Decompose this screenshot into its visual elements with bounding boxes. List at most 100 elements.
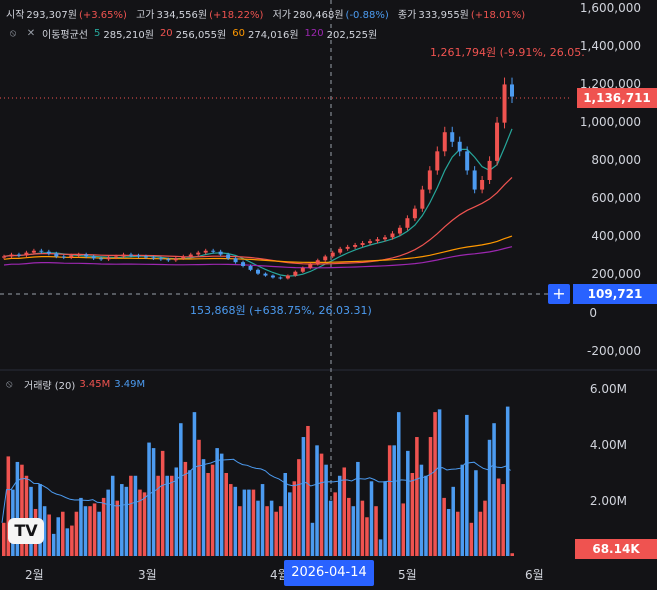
volume-bar	[251, 489, 256, 556]
volume-bar	[478, 511, 483, 556]
ma-legend: ⦸ ✕ 이동평균선 5 285,210원 20 256,055원 60 274,016…	[6, 26, 380, 42]
volume-bar	[496, 478, 501, 556]
x-axis-label: 6월	[525, 568, 544, 582]
candle-body	[315, 260, 320, 265]
volume-bar	[383, 481, 387, 556]
volume-bar	[92, 503, 97, 556]
candle-body	[442, 132, 447, 152]
volume-bar	[233, 486, 238, 556]
volume-bar	[47, 514, 51, 556]
volume-bar	[247, 489, 251, 556]
price-axis-label: 800,000	[591, 153, 641, 167]
volume-bar	[147, 442, 151, 556]
volume-axis-label: 2.00M	[589, 494, 627, 508]
candle-body	[24, 252, 29, 256]
volume-bar	[374, 506, 378, 556]
volume-bar	[474, 470, 478, 556]
candle-body	[203, 250, 208, 253]
price-axis-label: 0	[589, 306, 597, 320]
volume-bar	[88, 506, 92, 556]
candle-body	[39, 250, 44, 252]
candle-body	[383, 237, 387, 240]
candle-body	[233, 258, 238, 263]
close-icon[interactable]: ✕	[26, 27, 36, 39]
close-change: (+18.01%)	[470, 10, 526, 21]
volume-bar	[324, 464, 328, 556]
volume-bar	[396, 412, 401, 556]
volume-bar	[415, 437, 419, 556]
add-button[interactable]: +	[548, 284, 570, 304]
volume-bar	[124, 486, 129, 556]
candle-body	[46, 251, 51, 254]
candle-body	[397, 227, 402, 234]
volume-bar	[424, 475, 428, 556]
candle-body	[270, 275, 275, 278]
volume-bar	[156, 475, 160, 556]
volume-bar	[455, 511, 460, 556]
volume-bar	[6, 456, 11, 556]
volume-bar	[510, 553, 514, 556]
volume-bar	[165, 475, 169, 556]
volume-bar	[15, 461, 20, 556]
volume-bar	[160, 450, 165, 556]
volume-bar	[378, 539, 383, 556]
crosshair-price-tag: 109,721	[573, 284, 657, 304]
volume-bar	[301, 437, 306, 556]
candle-body	[420, 189, 425, 209]
volume-bar	[360, 500, 365, 556]
volume-bar	[24, 475, 29, 556]
volume-bar	[288, 492, 292, 556]
volume-ma-line	[1, 458, 511, 523]
volume-bar	[278, 506, 283, 556]
candle-body	[502, 84, 507, 123]
volume-bar	[115, 500, 120, 556]
eye-off-icon[interactable]: ⦸	[6, 379, 13, 390]
volume-bar	[174, 467, 179, 556]
candle-body	[480, 180, 485, 190]
volume-bar	[51, 533, 56, 556]
ma20-line	[3, 176, 513, 265]
volume-legend: ⦸ 거래량 (20) 3.45M 3.49M	[6, 377, 145, 392]
volume-bar	[224, 473, 228, 556]
candle-body	[412, 208, 417, 219]
volume-bar	[238, 506, 242, 556]
volume-bar	[337, 475, 342, 556]
volume-bar	[319, 453, 324, 556]
close-value: 333,955원	[418, 10, 469, 21]
ma60-value: 274,016원	[247, 30, 299, 41]
volume-bar	[315, 445, 319, 556]
volume-legend-name: 거래량 (20)	[24, 381, 76, 392]
candle-body	[226, 254, 231, 259]
candle-body	[308, 264, 313, 268]
candle-body	[278, 277, 283, 279]
high-label: 고가	[136, 10, 155, 21]
volume-bar	[61, 511, 65, 556]
volume-bar	[151, 448, 156, 556]
candle-body	[345, 246, 350, 249]
volume-bar	[297, 459, 301, 556]
volume-bar	[365, 517, 369, 556]
volume-bar	[356, 461, 360, 556]
candle-body	[69, 255, 74, 258]
candle-body	[158, 258, 163, 260]
candle-body	[510, 84, 514, 97]
price-axis-label: 600,000	[591, 191, 641, 205]
low-change: (-0.88%)	[345, 10, 389, 21]
volume-bar	[347, 497, 351, 556]
candle-body	[84, 254, 89, 257]
candle-body	[285, 275, 290, 279]
ma20-value: 256,055원	[175, 30, 227, 41]
candle-body	[99, 258, 104, 260]
candle-body	[323, 256, 328, 261]
candle-body	[129, 254, 133, 256]
candle-body	[166, 259, 171, 261]
volume-bar	[306, 425, 310, 556]
eye-off-icon[interactable]: ⦸	[9, 27, 17, 39]
volume-bar	[451, 486, 455, 556]
candle-body	[16, 254, 21, 256]
volume-red-value: 3.45M	[79, 379, 111, 390]
volume-bar	[215, 448, 219, 556]
volume-bars	[1, 406, 514, 556]
volume-bar	[65, 528, 70, 556]
